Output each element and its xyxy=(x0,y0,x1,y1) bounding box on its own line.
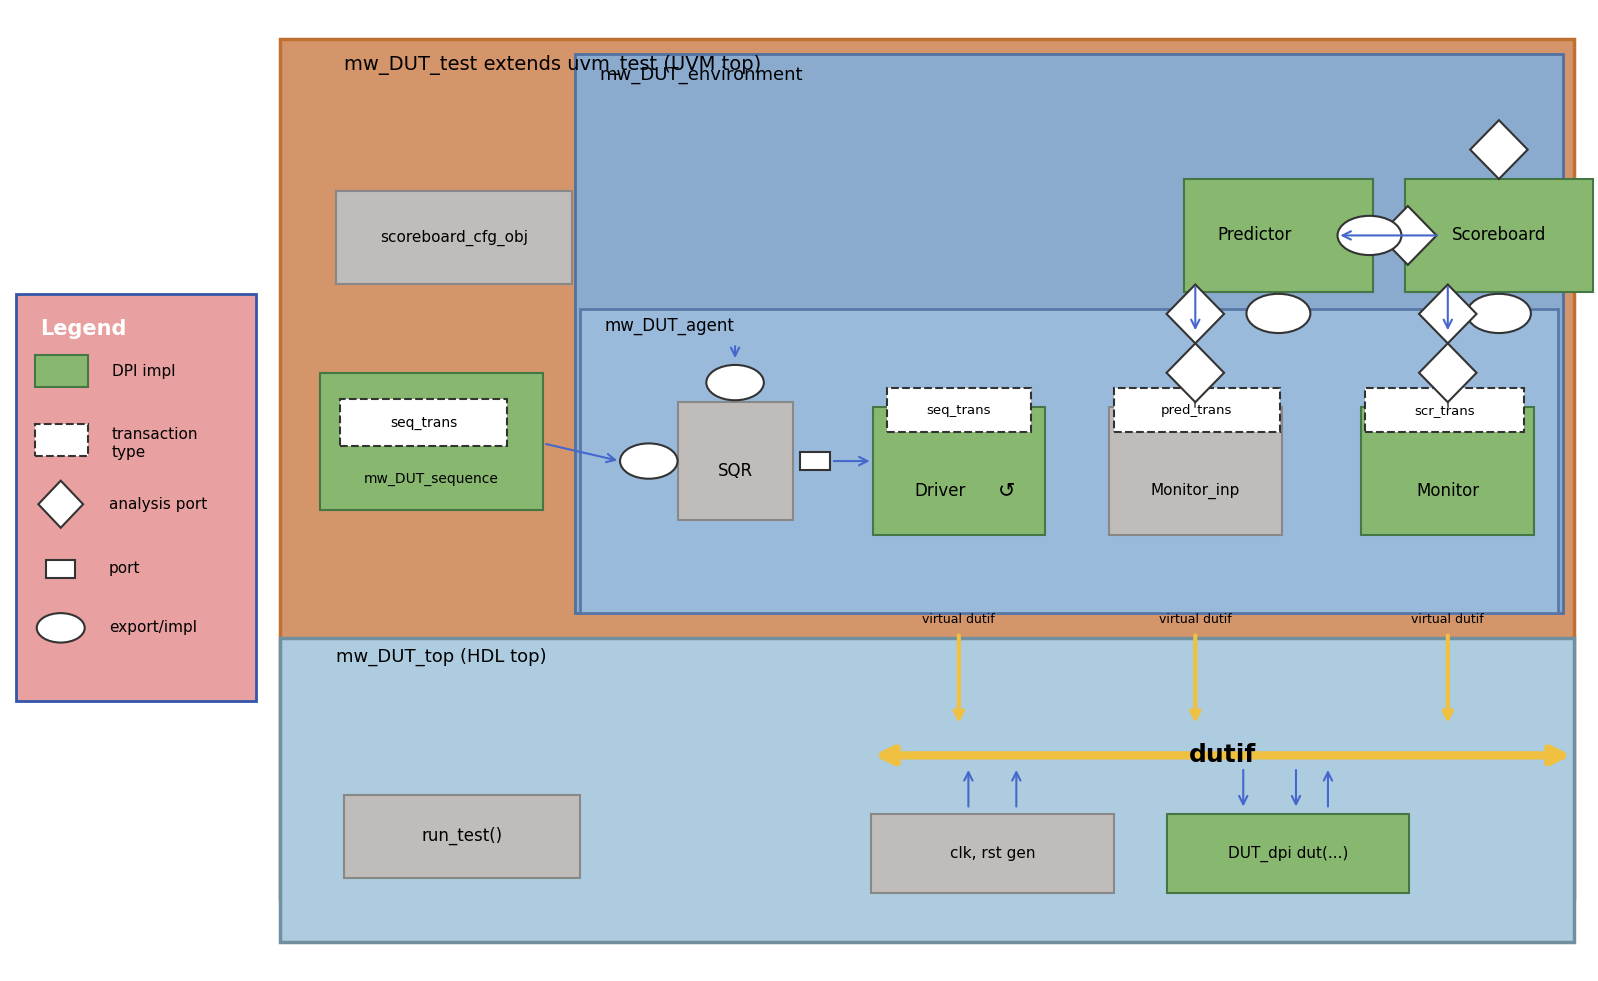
FancyBboxPatch shape xyxy=(336,191,572,284)
Text: seq_trans: seq_trans xyxy=(927,403,991,417)
Text: ↺: ↺ xyxy=(999,481,1015,500)
Circle shape xyxy=(620,443,678,479)
Text: transaction: transaction xyxy=(112,427,198,442)
FancyBboxPatch shape xyxy=(1114,388,1280,432)
Text: scoreboard_cfg_obj: scoreboard_cfg_obj xyxy=(380,230,527,246)
FancyBboxPatch shape xyxy=(35,424,88,456)
Text: run_test(): run_test() xyxy=(422,827,502,846)
Text: scr_trans: scr_trans xyxy=(1414,403,1475,417)
FancyBboxPatch shape xyxy=(678,402,793,520)
FancyBboxPatch shape xyxy=(320,373,543,510)
Text: Monitor_inp: Monitor_inp xyxy=(1151,483,1240,498)
Polygon shape xyxy=(1419,284,1477,343)
Text: seq_trans: seq_trans xyxy=(390,416,457,430)
Circle shape xyxy=(1467,293,1531,334)
Text: pred_trans: pred_trans xyxy=(1162,403,1232,417)
Polygon shape xyxy=(1379,206,1437,265)
Text: clk, rst gen: clk, rst gen xyxy=(949,846,1036,861)
Text: mw_DUT_top (HDL top): mw_DUT_top (HDL top) xyxy=(336,648,547,666)
FancyBboxPatch shape xyxy=(801,451,831,470)
FancyBboxPatch shape xyxy=(280,638,1574,942)
Text: mw_DUT_agent: mw_DUT_agent xyxy=(604,317,733,335)
FancyBboxPatch shape xyxy=(35,355,88,387)
Text: mw_DUT_environment: mw_DUT_environment xyxy=(599,66,802,83)
FancyBboxPatch shape xyxy=(340,399,507,446)
Polygon shape xyxy=(1419,343,1477,402)
FancyBboxPatch shape xyxy=(1361,407,1534,535)
FancyBboxPatch shape xyxy=(280,39,1574,898)
Circle shape xyxy=(37,613,85,643)
FancyBboxPatch shape xyxy=(16,294,256,701)
FancyBboxPatch shape xyxy=(344,795,580,878)
Polygon shape xyxy=(1470,120,1528,179)
Text: Monitor: Monitor xyxy=(1416,482,1480,499)
FancyBboxPatch shape xyxy=(1167,814,1409,893)
Polygon shape xyxy=(1167,284,1224,343)
Text: port: port xyxy=(109,561,141,577)
FancyBboxPatch shape xyxy=(46,560,75,578)
Text: virtual dutif: virtual dutif xyxy=(1411,613,1485,627)
Text: mw_DUT_test extends uvm_test (UVM top): mw_DUT_test extends uvm_test (UVM top) xyxy=(344,55,761,75)
FancyBboxPatch shape xyxy=(1405,179,1593,291)
FancyBboxPatch shape xyxy=(1365,388,1524,432)
Text: Scoreboard: Scoreboard xyxy=(1451,227,1547,244)
Text: analysis port: analysis port xyxy=(109,496,206,512)
Circle shape xyxy=(1246,293,1310,334)
Text: virtual dutif: virtual dutif xyxy=(1159,613,1232,627)
FancyBboxPatch shape xyxy=(1109,407,1282,535)
Circle shape xyxy=(706,365,764,400)
Text: export/impl: export/impl xyxy=(109,620,197,636)
FancyBboxPatch shape xyxy=(887,388,1031,432)
Text: SQR: SQR xyxy=(718,462,753,480)
FancyBboxPatch shape xyxy=(871,814,1114,893)
Text: type: type xyxy=(112,444,145,460)
Text: Predictor: Predictor xyxy=(1218,227,1291,244)
FancyBboxPatch shape xyxy=(575,54,1563,613)
FancyBboxPatch shape xyxy=(580,309,1558,613)
Text: Legend: Legend xyxy=(40,319,126,338)
Text: DUT_dpi dut(...): DUT_dpi dut(...) xyxy=(1227,846,1349,861)
FancyBboxPatch shape xyxy=(1184,179,1373,291)
Text: DPI impl: DPI impl xyxy=(112,364,176,380)
FancyBboxPatch shape xyxy=(873,407,1045,535)
Text: Driver: Driver xyxy=(914,482,965,499)
Polygon shape xyxy=(1167,343,1224,402)
Text: dutif: dutif xyxy=(1189,744,1256,767)
Circle shape xyxy=(1338,216,1401,255)
Text: mw_DUT_sequence: mw_DUT_sequence xyxy=(364,472,499,486)
Polygon shape xyxy=(38,481,83,528)
Text: virtual dutif: virtual dutif xyxy=(922,613,996,627)
